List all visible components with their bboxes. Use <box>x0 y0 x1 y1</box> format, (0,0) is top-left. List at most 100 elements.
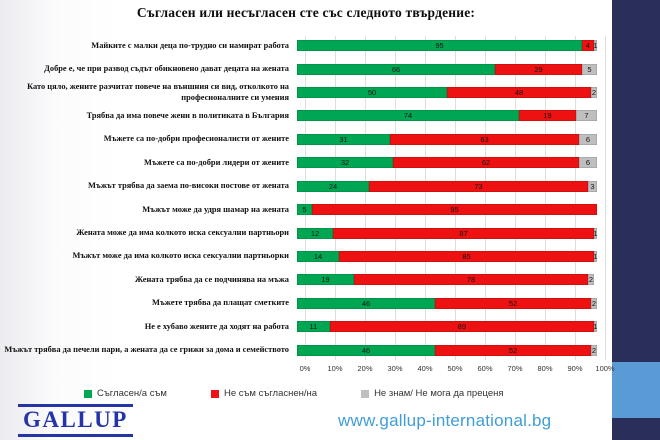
bar-track: 46 52 2 <box>297 344 597 356</box>
category-label: Мъжът може да има колкото иска сексуални… <box>72 251 289 261</box>
segment-agree: 46 <box>297 344 435 356</box>
bar-row: Мъжът може да има колкото иска сексуални… <box>0 245 612 268</box>
segment-value: 32 <box>340 158 350 168</box>
segment-value: 48 <box>514 88 524 98</box>
legend: Съгласен/а съм Не съм съгласнен/на Не знам… <box>84 388 504 399</box>
website-link[interactable]: www.gallup-international.bg <box>338 411 552 430</box>
bar-row: Добре е, че при развод съдът обикновено … <box>0 58 612 81</box>
segment-value: 14 <box>313 252 323 261</box>
segment-disagree: 89 <box>329 321 594 333</box>
stacked-bar-chart: Майките с малки деца по-трудно си намира… <box>0 34 612 362</box>
segment-value: 6 <box>585 134 591 144</box>
segment-value: 46 <box>361 345 371 355</box>
bar-row: Жената трябва да се подчинява на мъжа 19 7… <box>0 268 612 291</box>
legend-item: Съгласен/а съм <box>84 388 167 399</box>
legend-swatch-icon <box>210 389 219 398</box>
segment-value: 50 <box>367 88 377 98</box>
segment-value: 19 <box>321 275 330 285</box>
segment-value: 29 <box>534 64 543 74</box>
segment-agree: 74 <box>297 110 519 122</box>
x-tick-label: 30% <box>387 364 403 373</box>
segment-disagree: 95 <box>312 204 597 216</box>
category-label: Мъжете трябва да плащат сметките <box>151 298 289 308</box>
bar-track: 32 62 6 <box>297 157 597 169</box>
segment-value: 5 <box>587 64 592 74</box>
category-label: Трябва да има повече жени в политиката в… <box>86 110 289 120</box>
segment-agree: 50 <box>297 87 447 99</box>
bar-rows: Майките с малки деца по-трудно си намира… <box>0 34 612 362</box>
x-tick-label: 10% <box>327 364 343 373</box>
segment-dontknow: 7 <box>576 110 597 122</box>
bar-row: Майките с малки деца по-трудно си намира… <box>0 34 612 57</box>
x-tick-label: 100% <box>595 364 615 373</box>
right-rail-navy-bottom <box>612 418 660 440</box>
category-label: Мъжът трябва да печели пари, а жената да… <box>4 345 289 355</box>
legend-label: Съгласен/а съм <box>97 388 167 399</box>
segment-dontknow: 5 <box>582 63 597 75</box>
x-tick-label: 70% <box>507 364 523 373</box>
segment-dontknow: 1 <box>593 251 598 262</box>
bar-row: Мъжът трябва да заема по-високи постове … <box>0 175 612 198</box>
segment-value: 1 <box>593 322 598 332</box>
bar-track: 31 63 6 <box>297 133 597 145</box>
segment-value: 87 <box>459 228 468 238</box>
segment-dontknow: 6 <box>579 133 597 145</box>
x-tick-label: 80% <box>537 364 553 373</box>
bar-track: 14 85 1 <box>297 251 598 262</box>
segment-value: 78 <box>466 275 476 285</box>
x-tick-label: 0% <box>299 364 311 373</box>
x-tick-label: 40% <box>417 364 433 373</box>
segment-agree: 95 <box>297 40 582 52</box>
segment-value: 52 <box>508 345 518 355</box>
segment-value: 5 <box>302 205 307 215</box>
x-tick-label: 50% <box>447 364 463 373</box>
segment-value: 1 <box>593 228 598 238</box>
bar-row: Жената може да има колкото иска сексуалн… <box>0 222 612 245</box>
slide-content: Съгласен или несъгласен сте със следното… <box>0 5 615 438</box>
bar-track: 95 4 1 <box>297 40 598 52</box>
segment-dontknow: 6 <box>579 157 597 169</box>
bar-track: 66 29 5 <box>297 63 597 75</box>
segment-value: 7 <box>584 111 589 121</box>
bar-track: 24 73 3 <box>297 180 597 192</box>
segment-dontknow: 2 <box>591 297 597 309</box>
bar-track: 5 95 <box>297 204 597 216</box>
bar-track: 46 52 2 <box>297 297 597 309</box>
segment-value: 6 <box>585 158 591 168</box>
category-label: Мъжът може да удря шамар на жената <box>142 204 289 214</box>
category-label: Жената трябва да се подчинява на мъжа <box>134 274 289 284</box>
segment-dontknow: 2 <box>591 87 597 99</box>
legend-item: Не знам/ Не мога да преценя <box>361 388 504 399</box>
segment-value: 85 <box>462 252 471 261</box>
bar-row: Мъжете трябва да плащат сметките 46 52 2 <box>0 292 612 315</box>
bar-track: 74 19 7 <box>297 110 597 122</box>
segment-value: 62 <box>481 158 491 168</box>
segment-value: 95 <box>450 205 459 215</box>
segment-agree: 5 <box>297 204 312 216</box>
segment-value: 63 <box>480 134 489 144</box>
x-tick-label: 20% <box>357 364 373 373</box>
bar-track: 11 89 1 <box>297 321 598 333</box>
category-label: Жената може да има колкото иска сексуалн… <box>76 228 289 238</box>
category-label: Мъжете са по-добри лидери от жените <box>144 157 289 167</box>
segment-value: 19 <box>543 111 552 121</box>
right-rail-navy-top <box>612 0 660 362</box>
segment-value: 1 <box>593 41 598 51</box>
x-axis: 0% 10% 20% 30% 40% 50% 60% 70% 80% 90% 100% <box>300 364 615 376</box>
gallup-logo: GALLUP <box>18 404 133 438</box>
segment-disagree: 87 <box>333 227 594 239</box>
legend-item: Не съм съгласнен/на <box>210 388 317 399</box>
bar-row: Мъжете са по-добри лидери от жените 32 62 6 <box>0 151 612 174</box>
segment-value: 95 <box>435 41 444 51</box>
segment-value: 89 <box>457 322 466 332</box>
category-label: Не е хубаво жените да ходят на работа <box>144 321 289 331</box>
bar-row: Трябва да има повече жени в политиката в… <box>0 104 612 127</box>
category-label: Добре е, че при развод съдът обикновено … <box>44 64 289 74</box>
bar-row: Не е хубаво жените да ходят на работа 11 8… <box>0 315 612 338</box>
bar-row: Като цяло, жените разчитат повече на вън… <box>0 81 612 104</box>
segment-agree: 24 <box>297 180 369 192</box>
segment-disagree: 85 <box>339 251 594 262</box>
category-label: Като цяло, жените разчитат повече на вън… <box>27 82 289 102</box>
segment-value: 4 <box>585 41 591 51</box>
